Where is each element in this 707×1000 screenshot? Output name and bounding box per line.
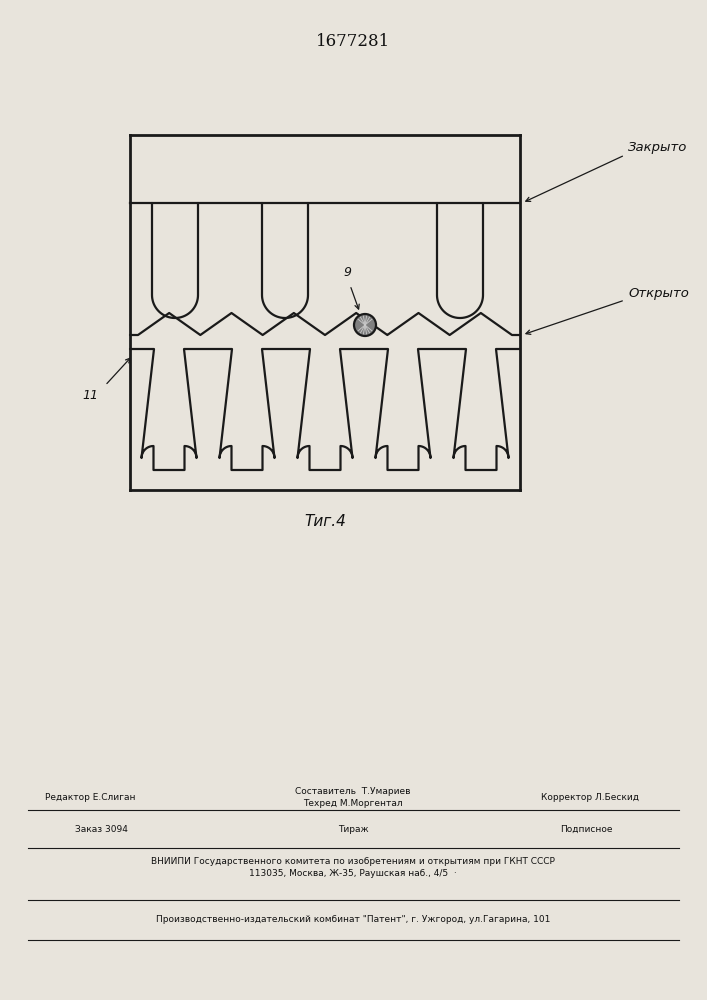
Text: Производственно-издательский комбинат "Патент", г. Ужгород, ул.Гагарина, 101: Производственно-издательский комбинат "П… [156, 916, 550, 924]
Text: 113035, Москва, Ж-35, Раушская наб., 4/5  ·: 113035, Москва, Ж-35, Раушская наб., 4/5… [249, 869, 457, 879]
Text: Составитель  Т.Умариев: Составитель Т.Умариев [296, 788, 411, 796]
Text: Техред М.Моргентал: Техред М.Моргентал [303, 800, 403, 808]
Text: Открыто: Открыто [628, 286, 689, 300]
Text: Тираж: Тираж [338, 824, 368, 834]
Text: Заказ 3094: Заказ 3094 [75, 824, 128, 834]
Text: 9: 9 [343, 266, 351, 279]
Text: Τиг.4: Τиг.4 [304, 514, 346, 530]
Text: Редактор Е.Слиган: Редактор Е.Слиган [45, 794, 135, 802]
Circle shape [354, 314, 376, 336]
Text: Закрыто: Закрыто [628, 141, 687, 154]
Text: Корректор Л.Бескид: Корректор Л.Бескид [541, 794, 639, 802]
Text: ВНИИПИ Государственного комитета по изобретениям и открытиям при ГКНТ СССР: ВНИИПИ Государственного комитета по изоб… [151, 856, 555, 865]
Text: Подписное: Подписное [560, 824, 612, 834]
Text: 1677281: 1677281 [316, 33, 390, 50]
Text: 11: 11 [82, 389, 98, 402]
